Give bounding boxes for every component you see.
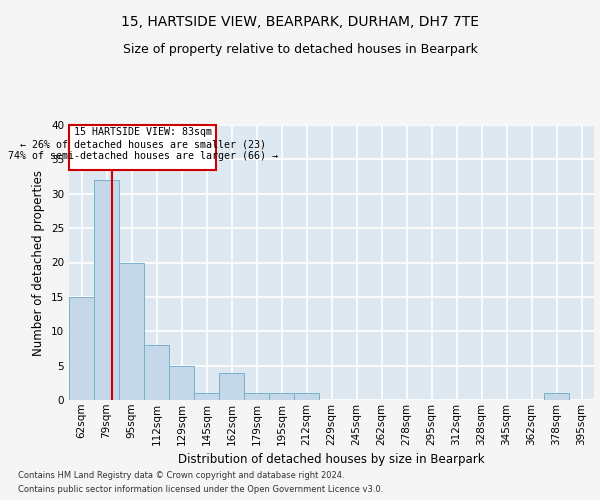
Bar xyxy=(94,180,119,400)
Y-axis label: Number of detached properties: Number of detached properties xyxy=(32,170,46,356)
Bar xyxy=(119,262,144,400)
Text: Contains HM Land Registry data © Crown copyright and database right 2024.: Contains HM Land Registry data © Crown c… xyxy=(18,472,344,480)
Bar xyxy=(169,366,194,400)
Text: ← 26% of detached houses are smaller (23): ← 26% of detached houses are smaller (23… xyxy=(20,139,266,149)
Bar xyxy=(69,125,216,170)
Bar xyxy=(544,393,569,400)
Bar xyxy=(69,297,94,400)
Text: 74% of semi-detached houses are larger (66) →: 74% of semi-detached houses are larger (… xyxy=(8,151,278,161)
Bar xyxy=(219,372,244,400)
Text: Contains public sector information licensed under the Open Government Licence v3: Contains public sector information licen… xyxy=(18,484,383,494)
Bar xyxy=(269,393,294,400)
Bar xyxy=(294,393,319,400)
Text: 15 HARTSIDE VIEW: 83sqm: 15 HARTSIDE VIEW: 83sqm xyxy=(74,127,212,137)
Bar xyxy=(194,393,219,400)
Bar xyxy=(144,345,169,400)
Text: Size of property relative to detached houses in Bearpark: Size of property relative to detached ho… xyxy=(122,44,478,57)
Text: 15, HARTSIDE VIEW, BEARPARK, DURHAM, DH7 7TE: 15, HARTSIDE VIEW, BEARPARK, DURHAM, DH7… xyxy=(121,16,479,30)
Bar xyxy=(244,393,269,400)
X-axis label: Distribution of detached houses by size in Bearpark: Distribution of detached houses by size … xyxy=(178,453,485,466)
